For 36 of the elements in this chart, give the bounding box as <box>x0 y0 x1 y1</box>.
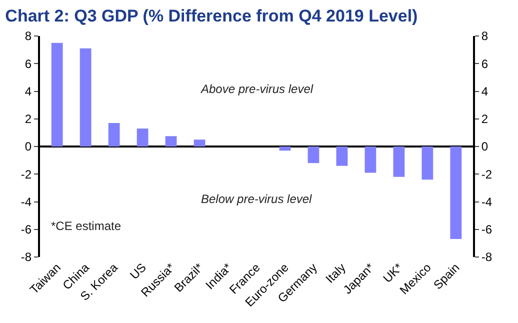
x-tick-label: Italy <box>322 260 348 286</box>
y-tick-label: 6 <box>24 56 32 71</box>
y-tick-label: 4 <box>24 84 32 98</box>
bar <box>422 146 434 180</box>
y2-tick-label: 8 <box>481 29 488 44</box>
y2-tick-label: 0 <box>481 140 488 154</box>
y-tick-label: -2 <box>20 167 32 182</box>
bar <box>393 146 405 177</box>
bar <box>51 42 63 146</box>
y2-tick-label: -4 <box>481 194 492 209</box>
y2-tick-label: 4 <box>481 84 488 98</box>
y-tick-label: -8 <box>20 250 32 264</box>
bar <box>136 128 148 146</box>
y-tick-label: 0 <box>24 140 32 154</box>
y2-tick-label: -2 <box>481 167 492 182</box>
y-tick-label: -4 <box>20 194 32 209</box>
bar <box>336 146 348 166</box>
y2-tick-label: -6 <box>481 222 492 237</box>
bar <box>194 140 206 146</box>
bar <box>279 146 291 151</box>
y-tick-label: 2 <box>24 112 32 126</box>
y-tick-label: 8 <box>24 29 32 44</box>
annotation: Above pre-virus level <box>200 82 314 96</box>
bar <box>80 48 92 146</box>
y2-tick-label: 6 <box>481 56 488 71</box>
y2-tick-label: -8 <box>481 250 492 264</box>
bar <box>364 146 376 173</box>
bar <box>108 123 120 146</box>
annotation: *CE estimate <box>51 219 122 233</box>
bar <box>308 146 320 164</box>
y-tick-label: -6 <box>20 222 32 237</box>
y2-tick-label: 2 <box>481 112 488 126</box>
bar <box>165 136 177 146</box>
bar <box>450 146 462 240</box>
annotation: Below pre-virus level <box>201 192 312 206</box>
chart-title: Chart 2: Q3 GDP (% Difference from Q4 2019 Level) <box>5 6 418 26</box>
